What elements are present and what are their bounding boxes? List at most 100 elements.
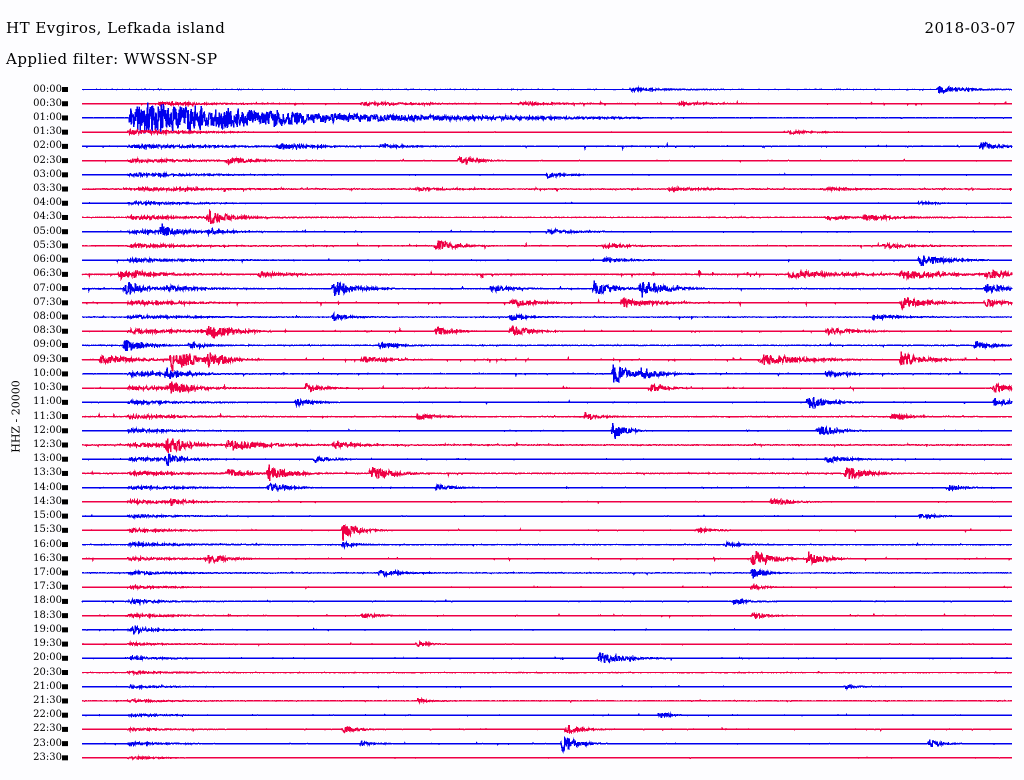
time-label: 21:30: [33, 694, 62, 706]
time-label: 19:30: [33, 638, 62, 650]
seismic-trace: [81, 99, 1013, 108]
axis-tick: [62, 741, 68, 747]
time-label: 14:30: [33, 495, 62, 507]
seismic-trace: [81, 184, 1013, 193]
seismic-trace: [81, 669, 1013, 677]
axis-tick: [62, 300, 68, 306]
time-label: 01:00: [33, 111, 62, 123]
axis-tick: [62, 513, 68, 519]
axis-tick: [62, 698, 68, 704]
time-label: 08:30: [33, 325, 62, 337]
seismic-trace: [81, 311, 1013, 322]
axis-tick: [62, 712, 68, 718]
applied-filter-label: Applied filter: WWSSN-SP: [6, 50, 218, 68]
seismic-trace: [81, 652, 1013, 664]
axis-tick: [62, 87, 68, 92]
axis-tick: [62, 442, 68, 448]
axis-tick: [62, 271, 68, 277]
time-label: 20:00: [33, 652, 62, 664]
axis-tick: [62, 570, 68, 576]
time-label: 08:00: [33, 311, 62, 323]
axis-tick: [62, 456, 68, 462]
seismic-trace: [81, 735, 1013, 754]
axis-tick: [62, 143, 68, 149]
axis-tick: [62, 158, 68, 164]
time-label: 02:30: [33, 154, 62, 166]
time-label: 18:30: [33, 609, 62, 621]
axis-tick: [62, 428, 68, 434]
time-label: 03:00: [33, 168, 62, 180]
time-label: 16:30: [33, 552, 62, 564]
seismic-trace: [82, 639, 1012, 648]
time-label: 22:30: [33, 723, 62, 735]
axis-tick: [62, 243, 68, 249]
axis-tick: [62, 670, 68, 676]
seismic-trace: [81, 696, 1013, 705]
seismic-trace: [81, 551, 1013, 567]
seismic-trace: [81, 102, 1013, 134]
page-title: HT Evgiros, Lefkada island: [6, 19, 226, 37]
seismic-trace: [81, 239, 1013, 251]
seismic-trace: [81, 397, 1013, 410]
axis-tick: [62, 115, 68, 121]
time-label: 12:30: [33, 439, 62, 450]
axis-tick: [62, 186, 68, 192]
axis-tick: [62, 755, 68, 761]
time-label: 15:00: [33, 510, 62, 522]
seismic-trace: [81, 208, 1012, 225]
axis-tick: [62, 542, 68, 548]
axis-tick: [62, 371, 68, 377]
seismic-trace: [81, 711, 1012, 719]
axis-tick: [62, 399, 68, 405]
time-label: 15:30: [33, 524, 62, 536]
seismic-trace: [81, 683, 1013, 691]
seismic-trace: [81, 339, 1013, 352]
seismic-trace: [81, 513, 1013, 521]
axis-tick: [62, 598, 68, 604]
seismic-trace: [81, 280, 1013, 298]
axis-tick: [62, 229, 68, 235]
date-label: 2018-03-07: [924, 19, 1016, 37]
seismic-trace: [81, 754, 1012, 761]
axis-tick: [62, 684, 68, 690]
time-label: 00:30: [33, 97, 62, 109]
time-label: 07:30: [33, 296, 62, 308]
axis-tick: [62, 584, 68, 590]
time-label: 10:00: [33, 367, 62, 379]
axis-tick: [62, 328, 68, 334]
time-label: 20:30: [33, 666, 62, 678]
seismic-trace: [81, 497, 1012, 507]
time-label: 16:00: [33, 538, 62, 550]
seismic-trace: [81, 453, 1013, 466]
seismic-trace: [81, 255, 1013, 267]
axis-tick: [62, 556, 68, 562]
time-label: 13:00: [33, 453, 62, 465]
axis-tick: [62, 414, 68, 420]
seismic-trace: [82, 625, 1013, 635]
seismic-trace: [81, 724, 1013, 735]
time-label: 02:00: [33, 140, 62, 152]
seismic-trace: [81, 325, 1013, 339]
time-label: 23:00: [33, 737, 62, 749]
time-label: 13:30: [33, 467, 62, 479]
seismic-trace: [81, 128, 1013, 137]
seismic-trace: [81, 351, 1013, 372]
time-label: 05:30: [33, 239, 62, 251]
seismic-trace: [82, 423, 1012, 439]
time-label: 01:30: [33, 126, 62, 138]
axis-tick: [62, 385, 68, 391]
axis-tick: [62, 527, 68, 533]
axis-tick: [62, 101, 68, 107]
seismic-trace: [81, 523, 1013, 541]
seismic-trace: [81, 141, 1013, 152]
seismic-trace: [81, 223, 1013, 237]
axis-tick: [62, 726, 68, 732]
seismic-trace: [81, 464, 1013, 482]
time-label: 04:30: [33, 211, 62, 223]
seismic-trace: [82, 199, 1013, 207]
axis-tick: [62, 314, 68, 320]
seismic-trace: [81, 582, 1013, 591]
time-label: 18:00: [33, 595, 62, 607]
axis-tick: [62, 129, 68, 135]
